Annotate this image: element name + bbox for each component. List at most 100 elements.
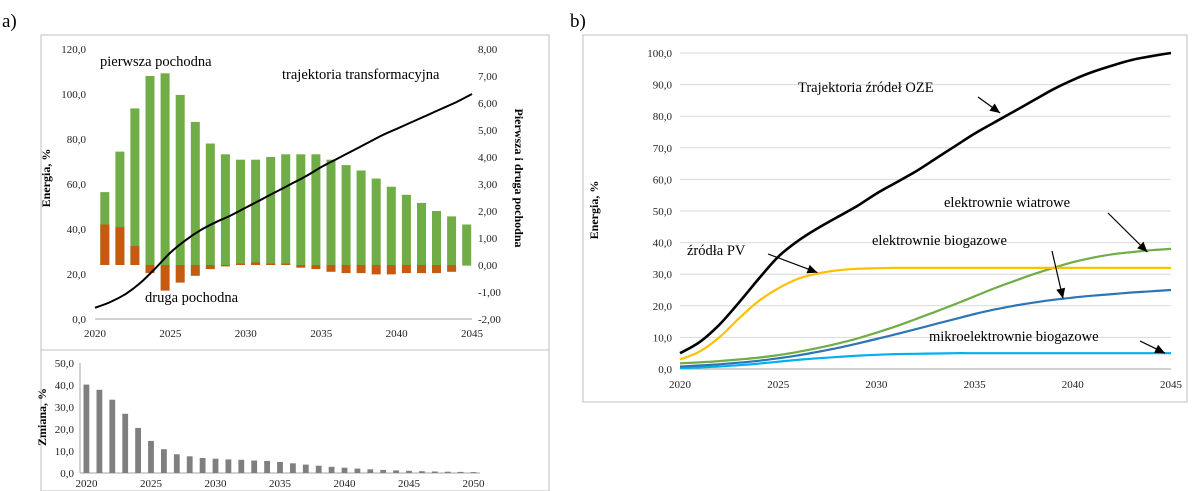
chart-a-bottom-y-tick-labels: 0,0 10,0 20,0 30,0 40,0 50,0 xyxy=(55,358,75,480)
first-derivative-bar xyxy=(296,154,306,265)
arrow-elektrownie-biogazowe-head xyxy=(1056,287,1066,299)
second-derivative-bar xyxy=(326,265,336,272)
change-bar xyxy=(354,468,361,473)
chart-a-top-y-tick: 120,0 xyxy=(61,44,86,56)
first-derivative-bar xyxy=(205,143,215,265)
chart-a-top-trajectory xyxy=(94,93,473,309)
chart-b-y-tick: 40,0 xyxy=(653,238,673,250)
change-bar xyxy=(161,449,167,473)
chart-a-top-y-tick: 80,0 xyxy=(67,134,87,146)
trajectory-line xyxy=(94,93,473,309)
chart-a-top-y-axis-title: Energia, % xyxy=(39,149,53,208)
change-bar xyxy=(328,466,335,473)
chart-a-top-y-tick: 20,0 xyxy=(67,269,87,281)
second-derivative-bar xyxy=(447,265,457,272)
second-derivative-bar xyxy=(417,265,426,274)
chart-a-bottom-y-tick: 50,0 xyxy=(55,358,75,370)
first-derivative-bar xyxy=(160,73,170,265)
second-derivative-bar xyxy=(432,265,441,274)
elektrownie-wiatrowe-line xyxy=(679,247,1172,365)
second-derivative-bar xyxy=(130,246,140,265)
change-bar xyxy=(290,463,296,473)
first-derivative-bar xyxy=(386,186,396,265)
first-derivative-bar xyxy=(281,154,291,265)
first-derivative-bar xyxy=(190,121,200,266)
panel-b-label: b) xyxy=(570,11,586,32)
chart-b-y-tick: 30,0 xyxy=(653,269,673,281)
first-derivative-bar xyxy=(145,76,155,265)
chart-a-top-y-tick-labels: 0,0 20,0 40,0 60,0 80,0 100,0 120,0 xyxy=(61,44,86,326)
second-derivative-bar xyxy=(296,265,306,268)
chart-a-bottom-x-tick: 2035 xyxy=(269,478,292,490)
change-bar xyxy=(419,471,425,473)
change-bar xyxy=(457,471,464,473)
panel-a-label: a) xyxy=(2,11,17,32)
second-derivative-bar xyxy=(145,265,155,274)
first-derivative-bar xyxy=(432,211,441,265)
first-derivative-bar xyxy=(417,202,426,265)
trajektoria-oze-line xyxy=(679,51,1172,355)
chart-a-top-y2-tick: 1,00 xyxy=(478,233,498,245)
chart-a-top-y2-tick: 5,00 xyxy=(478,125,498,137)
change-bar xyxy=(173,454,180,473)
chart-a-top-x-tick: 2035 xyxy=(310,328,333,340)
chart-a-top-y2-axis-title: Pierwsza i druga pochodna xyxy=(512,108,526,247)
change-bar xyxy=(315,465,322,473)
chart-a-bottom-y-tick: 30,0 xyxy=(55,402,75,414)
chart-b-x-tick: 2020 xyxy=(669,379,692,391)
second-derivative-bar xyxy=(236,263,245,265)
chart-a-top-y2-tick: -2,00 xyxy=(478,314,501,326)
first-derivative-bar xyxy=(462,224,472,265)
chart-a-top-y2-tick: 2,00 xyxy=(478,206,498,218)
change-bar xyxy=(406,470,412,473)
second-derivative-bar xyxy=(160,265,170,291)
change-bar xyxy=(367,469,374,473)
chart-a-top-y2-tick: 4,00 xyxy=(478,152,498,164)
chart-a-bottom-y-tick: 40,0 xyxy=(55,380,75,392)
chart-a-bottom-bars xyxy=(83,384,477,473)
change-bar xyxy=(302,464,309,473)
chart-b-y-tick: 10,0 xyxy=(653,332,673,344)
arrow-mikroelektrownie-biogazowe-head xyxy=(1154,344,1166,354)
change-bar xyxy=(393,470,399,473)
label-mikroelektrownie-biogazowe: mikroelektrownie biogazowe xyxy=(929,329,1099,345)
chart-b-x-tick: 2040 xyxy=(1062,379,1085,391)
chart-b-y-tick: 80,0 xyxy=(653,111,673,123)
chart-b-frame xyxy=(582,34,1188,403)
chart-a-bottom-y-tick: 10,0 xyxy=(55,446,75,458)
second-derivative-bar xyxy=(205,265,215,270)
chart-a-bottom-x-tick: 2025 xyxy=(140,478,163,490)
change-bar xyxy=(122,413,129,473)
change-bar xyxy=(199,458,206,473)
chart-b-y-tick: 50,0 xyxy=(653,206,673,218)
chart-a-bottom: 0,0 10,0 20,0 30,0 40,0 50,0 2020 2025 2030 2035… xyxy=(35,358,485,490)
arrow-elektrownie-wiatrowe-head xyxy=(1137,241,1148,253)
label-trajektoria-oze: Trajektoria źródeł OZE xyxy=(798,80,934,96)
first-derivative-bar xyxy=(236,159,245,265)
first-derivative-bar xyxy=(115,151,125,265)
second-derivative-bar xyxy=(401,265,411,274)
chart-b-gridlines xyxy=(680,52,1171,338)
change-bar xyxy=(264,460,270,473)
chart-a-bottom-x-tick-labels: 2020 2025 2030 2035 2040 2045 2050 xyxy=(75,478,485,490)
chart-b-arrows xyxy=(767,96,1166,354)
label-elektrownie-wiatrowe: elektrownie wiatrowe xyxy=(944,195,1070,211)
second-derivative-bar xyxy=(341,265,351,274)
chart-a-bottom-x-tick: 2030 xyxy=(204,478,227,490)
mikroelektrownie-biogazowe-line xyxy=(679,352,1171,370)
first-derivative-bar xyxy=(356,170,366,265)
chart-b-x-tick: 2030 xyxy=(865,379,888,391)
first-derivative-bar xyxy=(130,108,140,266)
first-derivative-bar xyxy=(311,154,321,265)
chart-a-top-y2-tick: 8,00 xyxy=(478,44,498,56)
chart-a-top-x-tick: 2025 xyxy=(159,328,182,340)
second-derivative-bar xyxy=(220,265,230,267)
chart-b-series xyxy=(679,51,1172,370)
first-derivative-bar xyxy=(220,154,230,265)
chart-a-bottom-y-tick: 20,0 xyxy=(55,424,75,436)
second-derivative-bar xyxy=(190,265,200,276)
change-bar xyxy=(431,471,438,473)
change-bar xyxy=(470,472,477,473)
chart-b-y-tick: 90,0 xyxy=(653,80,673,92)
chart-b-y-tick: 70,0 xyxy=(653,143,673,155)
